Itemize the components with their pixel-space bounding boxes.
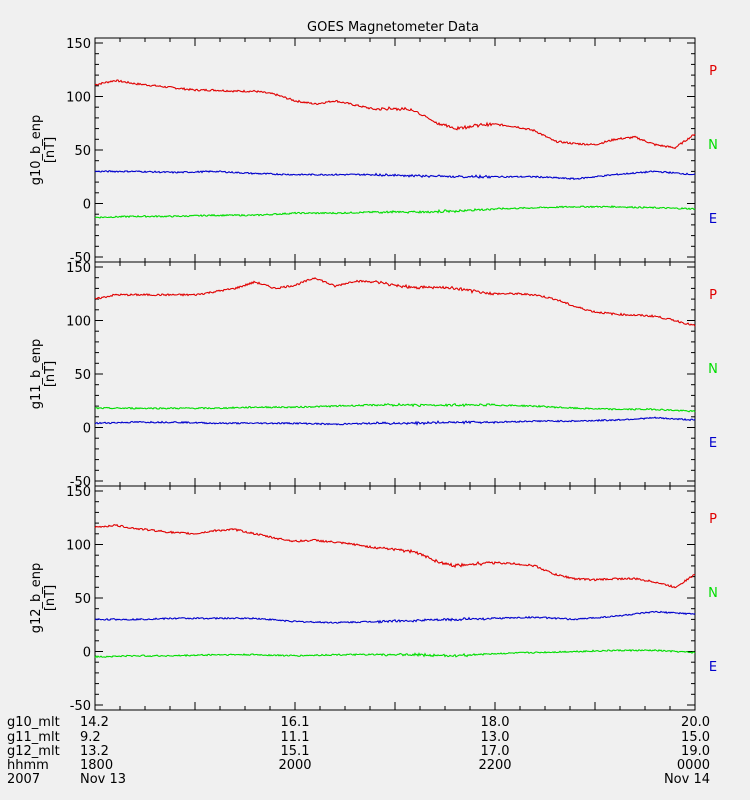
y-axis-label: g12_b_enp	[29, 563, 44, 634]
x-row-value: 15.1	[281, 744, 310, 759]
panel-frame	[94, 261, 696, 487]
x-row-value: 16.1	[281, 715, 310, 730]
panel-frame	[94, 37, 696, 263]
y-tick-label: 100	[66, 91, 91, 106]
bottom-axis-labels: g10_mlt 14.2 16.1 18.0 20.0 g11_mlt 9.2 11.1 13.…	[7, 715, 710, 787]
x-row-value: 13.2	[80, 744, 109, 759]
panel-1: -50 0 50 100 150 g10_b_enp [nT] P N E	[29, 37, 718, 266]
y-tick-label: 0	[83, 422, 91, 437]
y-tick-label: 0	[83, 646, 91, 661]
x-row-value: 20.0	[681, 715, 710, 730]
x-row-value: 18.0	[481, 715, 510, 730]
y-tick-label: 150	[66, 37, 91, 52]
chart-title: GOES Magnetometer Data	[307, 20, 479, 35]
panel-frame	[94, 485, 696, 711]
y-axis-unit: [nT]	[43, 361, 58, 387]
legend-p: P	[709, 64, 717, 79]
y-tick-label: -50	[70, 251, 91, 266]
y-tick-label: 150	[66, 485, 91, 500]
x-row-value: 11.1	[281, 730, 310, 745]
x-row-label: hhmm	[7, 758, 49, 773]
x-row-value: 2200	[478, 758, 511, 773]
y-tick-label: 50	[74, 592, 91, 607]
series-e-line	[94, 610, 696, 625]
y-axis-label: g10_b_enp	[29, 115, 44, 186]
x-row-value: 14.2	[80, 715, 109, 730]
series-p-line	[95, 277, 696, 327]
panel-3: -50 0 50 100 150 g12_b_enp [nT] P N E	[29, 485, 718, 714]
series-n-line	[94, 402, 696, 413]
y-tick-label: 50	[74, 368, 91, 383]
y-tick-label: 50	[74, 144, 91, 159]
legend-e: E	[709, 660, 717, 675]
y-tick-label: -50	[70, 475, 91, 490]
series-n-line	[94, 205, 696, 219]
x-row-label: 2007	[7, 772, 40, 787]
x-row-value: 19.0	[681, 744, 710, 759]
legend-n: N	[708, 138, 718, 153]
x-row-value: 9.2	[80, 730, 101, 745]
y-tick-label: -50	[70, 699, 91, 714]
legend-e: E	[709, 436, 717, 451]
y-tick-label: 0	[83, 198, 91, 213]
x-row-label: g10_mlt	[7, 715, 60, 730]
x-row-value: 15.0	[681, 730, 710, 745]
series-e-line	[94, 416, 696, 427]
y-axis-label: g11_b_enp	[29, 339, 44, 410]
x-row-value: 1800	[80, 758, 113, 773]
x-row-value: 13.0	[481, 730, 510, 745]
legend-n: N	[708, 586, 718, 601]
legend-n: N	[708, 362, 718, 377]
legend-e: E	[709, 212, 717, 227]
y-tick-label: 150	[66, 261, 91, 276]
x-row-value: 0000	[677, 758, 710, 773]
x-row-value: Nov 14	[664, 772, 710, 787]
x-row-label: g12_mlt	[7, 744, 60, 759]
series-p-line	[94, 523, 696, 589]
y-tick-label: 100	[66, 315, 91, 330]
series-n-line	[94, 649, 696, 659]
series-p-line	[94, 79, 696, 150]
y-axis-unit: [nT]	[43, 585, 58, 611]
y-axis-unit: [nT]	[43, 137, 58, 163]
x-row-value: Nov 13	[80, 772, 126, 787]
x-row-value: 2000	[278, 758, 311, 773]
legend-p: P	[709, 288, 717, 303]
x-row-label: g11_mlt	[7, 730, 60, 745]
y-tick-label: 100	[66, 539, 91, 554]
panel-2: -50 0 50 100 150 g11_b_enp [nT] P N E	[29, 261, 718, 490]
x-row-value: 17.0	[481, 744, 510, 759]
series-e-line	[94, 170, 696, 181]
legend-p: P	[709, 512, 717, 527]
